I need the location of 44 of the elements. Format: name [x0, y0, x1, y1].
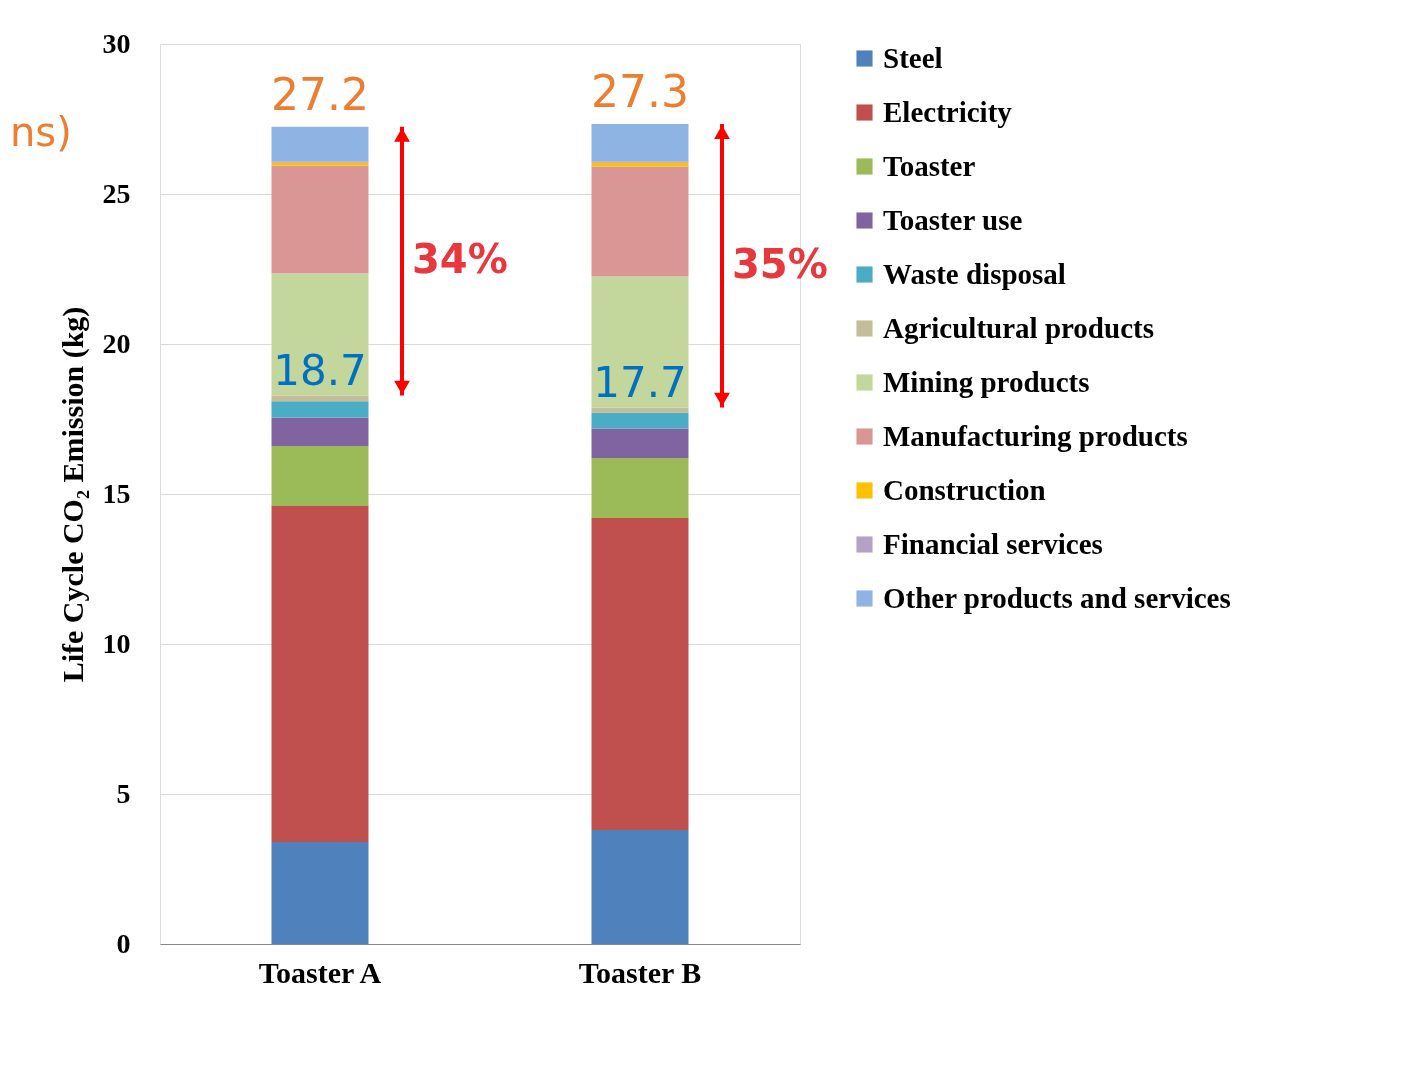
y-tick-label: 15: [102, 477, 131, 509]
legend-label: Other products and services: [883, 581, 1231, 614]
bar: [271, 842, 369, 944]
bar: [591, 518, 689, 830]
legend-label: Financial services: [883, 527, 1103, 560]
annotation: 17.7: [593, 357, 687, 407]
x-tick-label: Toaster B: [578, 955, 702, 989]
bar: [271, 506, 369, 842]
legend-label: Construction: [883, 473, 1046, 506]
bar: [591, 412, 689, 429]
annotation: 35%: [732, 240, 828, 287]
annotation: 34%: [412, 236, 508, 283]
legend-label: Agricultural products: [883, 311, 1154, 344]
text: ns): [10, 109, 72, 155]
legend-label: Manufacturing products: [883, 419, 1188, 452]
y-tick-label: 5: [116, 777, 131, 809]
legend-label: Steel: [883, 41, 943, 74]
bar: [271, 417, 369, 446]
y-tick-label: 10: [102, 627, 131, 659]
legend-label: Electricity: [883, 95, 1013, 128]
total-label: 27.3: [591, 66, 689, 118]
legend-label: Mining products: [883, 365, 1090, 398]
bar: [271, 446, 369, 506]
bar: [591, 124, 689, 162]
bar: [271, 165, 369, 274]
total-label: 27.2: [271, 68, 369, 120]
annotation: 18.7: [273, 345, 367, 395]
y-tick-label: 20: [102, 327, 131, 359]
x-tick-label: Toaster A: [258, 955, 382, 989]
bar: [591, 166, 689, 277]
bar: [271, 273, 369, 396]
legend-label: Waste disposal: [883, 257, 1066, 290]
bar: [591, 428, 689, 458]
bar: [271, 401, 369, 418]
y-axis-title: Life Cycle CO₂ Emission (kg): [55, 306, 90, 683]
y-tick-label: 0: [116, 927, 131, 959]
legend-label: Toaster: [883, 149, 976, 182]
y-tick-label: 25: [102, 177, 131, 209]
bar: [591, 276, 689, 408]
legend-label: Toaster use: [883, 203, 1023, 236]
bar: [591, 830, 689, 944]
y-tick-label: 30: [102, 27, 131, 59]
bar: [591, 458, 689, 518]
bar: [271, 126, 369, 162]
